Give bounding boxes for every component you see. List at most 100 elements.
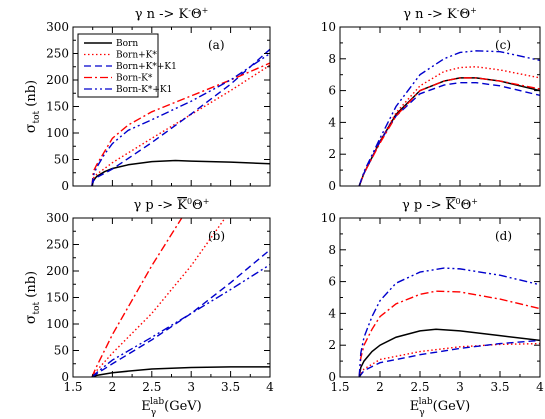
series-born-k--line: [358, 66, 540, 186]
title-text: γ n -> K: [135, 7, 189, 22]
legend-entry: Born-K*+K1: [116, 85, 172, 95]
series-born-line: [91, 159, 270, 186]
y-axis-label: σtot (nb): [23, 271, 42, 324]
panel-c: 0 2 4 6 8 10 γ n -> K-Θ+ (c): [321, 6, 541, 193]
x-tick-label: 1.5: [330, 380, 349, 394]
x-axis-label: Eγlab(GeV): [141, 397, 202, 418]
title-text: Θ: [191, 7, 202, 22]
y-tick-label: 6: [328, 84, 336, 98]
y-tick-label: 100: [46, 126, 69, 140]
legend-box: [77, 33, 159, 98]
x-tick-label: 3: [187, 380, 195, 394]
xlabel-unit: (GeV): [164, 399, 202, 414]
panel-label: (c): [495, 38, 511, 52]
y-tick-label: 150: [46, 100, 69, 114]
x-tick-label: 3.5: [490, 380, 509, 394]
title-kbar: K: [446, 198, 456, 213]
title-superscript: +: [202, 6, 209, 15]
y-tick-label: 300: [46, 211, 69, 225]
title-superscript: 0: [187, 197, 192, 206]
y-tick-label: 2: [328, 338, 336, 352]
series-born-k-k1-line: [91, 52, 270, 186]
series-born-k-k1-line: [91, 264, 270, 377]
title-text: Θ: [459, 7, 470, 22]
y-tick-label: 50: [54, 344, 69, 358]
ylabel-sigma: σ: [23, 314, 39, 324]
series-born-k--line: [358, 77, 540, 186]
y-tick-label: 0: [328, 179, 336, 193]
xlabel-e: E: [141, 399, 151, 414]
title-superscript: +: [470, 6, 477, 15]
y-tick-label: 200: [46, 264, 69, 278]
ylabel-subscript: tot: [32, 302, 42, 315]
series-born-line: [358, 328, 540, 377]
title-superscript: +: [471, 197, 478, 206]
y-tick-label: 10: [321, 211, 336, 225]
xlabel-subscript: γ: [419, 408, 424, 418]
x-axis-label: Eγlab(GeV): [410, 397, 471, 418]
title-text: γ p ->: [402, 198, 446, 213]
y-tick-label: 250: [46, 47, 69, 61]
x-tick-label: 2.5: [410, 380, 429, 394]
panel-label: (a): [208, 38, 225, 52]
series-born-k--line: [91, 62, 270, 186]
xlabel-unit: (GeV): [433, 399, 471, 414]
panel-title: γ n -> K-Θ+: [135, 6, 209, 22]
title-text: γ p ->: [134, 198, 178, 213]
series-born-k-k1-line: [358, 81, 540, 186]
series-born-k--line: [358, 342, 540, 377]
series-born-k--line: [91, 64, 270, 186]
panel-label: (d): [495, 229, 512, 243]
xlabel-subscript: γ: [151, 408, 156, 418]
xlabel-superscript: lab: [419, 397, 433, 407]
y-tick-label: 8: [328, 243, 336, 257]
y-tick-label: 300: [46, 20, 69, 34]
legend-entry: Born: [116, 39, 138, 49]
series-born-k--line: [91, 218, 226, 377]
y-axis-label: σtot (nb): [23, 80, 42, 133]
y-tick-label: 200: [46, 73, 69, 87]
y-tick-label: 6: [328, 275, 336, 289]
x-tick-label: 2: [376, 380, 384, 394]
title-superscript: -: [457, 6, 460, 15]
panel-label: (b): [208, 229, 225, 243]
y-tick-label: 2: [328, 147, 336, 161]
series-born-line: [358, 77, 540, 186]
plot-frame: [72, 217, 271, 378]
legend-entry: Born+K*: [116, 51, 157, 61]
y-tick-label: 0: [328, 370, 336, 384]
title-superscript: -: [188, 6, 191, 15]
ylabel-sigma: σ: [23, 123, 39, 133]
series-born-k-k1-line: [91, 48, 270, 186]
series-born-k--line: [358, 290, 540, 377]
series-born-k-k1-line: [91, 249, 270, 377]
ylabel-unit: (nb): [24, 271, 39, 302]
series-born-k--line: [91, 218, 183, 377]
panel-title: γ n -> K-Θ+: [403, 6, 477, 22]
series-born-line: [91, 366, 270, 377]
title-text: Θ: [192, 198, 203, 213]
x-tick-label: 1.5: [63, 380, 82, 394]
xlabel-e: E: [410, 399, 420, 414]
series-born-k-k1-line: [358, 267, 540, 377]
y-tick-label: 0: [61, 370, 69, 384]
panel-a: 0 50 100 150 200 250 300 γ n -> K-Θ+ (a) σtot (nb…: [23, 6, 271, 193]
panel-title: γ p -> K0Θ+: [134, 197, 210, 213]
series-born-k-k1-line: [358, 50, 540, 186]
title-text: Θ: [461, 198, 472, 213]
legend: Born Born+K*Born+K*+K1 Born-K*Born-K*+K1: [77, 33, 177, 98]
title-superscript: +: [203, 197, 210, 206]
ylabel-subscript: tot: [32, 111, 42, 124]
x-tick-label: 2: [109, 380, 117, 394]
y-tick-label: 0: [61, 179, 69, 193]
y-tick-label: 50: [54, 153, 69, 167]
panel-title: γ p -> K0Θ+: [402, 197, 478, 213]
x-tick-label: 4: [536, 380, 544, 394]
y-tick-label: 100: [46, 317, 69, 331]
x-tick-label: 2.5: [142, 380, 161, 394]
y-tick-label: 250: [46, 238, 69, 252]
y-tick-label: 10: [321, 20, 336, 34]
